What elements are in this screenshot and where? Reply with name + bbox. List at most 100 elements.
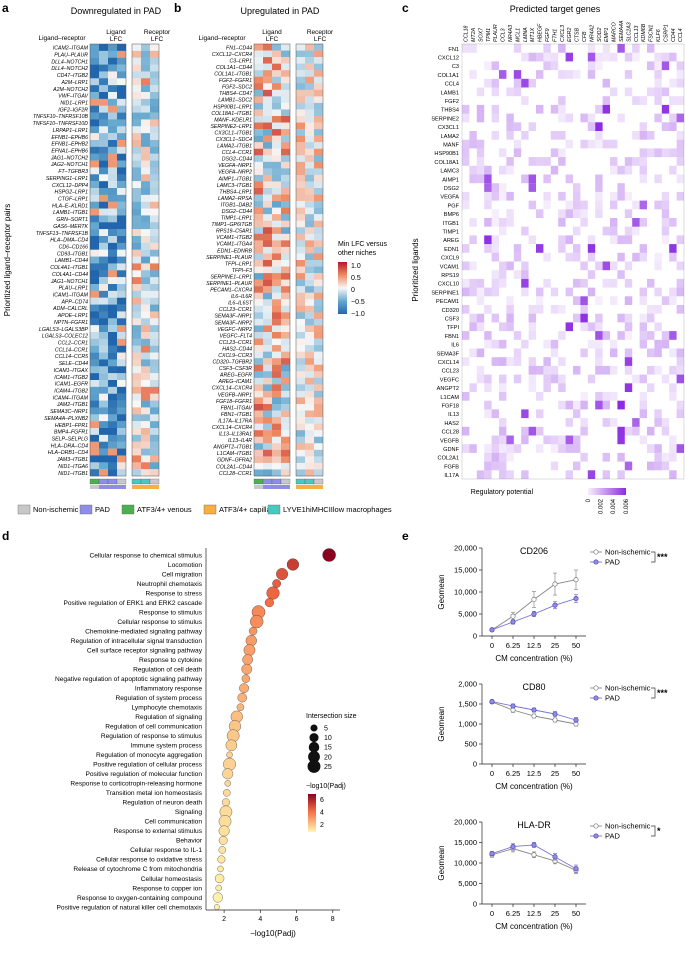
line-chart-ytick-label: 2,000 [458,680,477,689]
receptor-lfc-cell [296,436,305,444]
regulatory-cell [610,226,618,236]
ligand-lfc-cell [99,393,108,401]
term-label: Regulation of system process [116,695,203,702]
regulatory-cell [602,52,610,62]
niche-annotation-ligand [253,478,264,485]
regulatory-cell [602,331,610,340]
regulatory-cell [521,96,529,105]
pair-label: NID1–ITGA6 [58,464,88,470]
ligand-lfc-cell [108,366,117,374]
regulatory-cell [610,348,618,358]
regulatory-cell [565,52,573,62]
regulatory-cell [661,374,670,384]
ligand-lfc-cell [272,273,281,280]
receptor-lfc-cell [314,220,323,228]
pair-label: NID1–LRP1 [60,100,88,106]
ligand-lfc-cell [254,338,263,346]
regulatory-cell [506,470,514,479]
regulatory-cell [676,400,684,410]
regulatory-cell [484,383,492,392]
ligand-label: CCL28 [442,430,459,436]
ligand-lfc-cell [272,57,281,64]
regulatory-cell [654,174,662,184]
pair-label: ICAM1–ITGB2 [54,375,88,381]
ligand-label: CXCL12 [438,55,459,61]
receptor-lfc-cell [305,312,314,320]
ligand-lfc-cell [90,85,99,93]
ligand-lfc-cell [108,284,117,292]
regulatory-cell [647,305,655,314]
ligand-lfc-cell [281,260,290,267]
regulatory-cell [476,174,485,184]
regulatory-cell [654,418,662,427]
regulatory-cell [676,70,684,79]
ligand-lfc-cell [99,366,108,374]
regulatory-cell [462,331,470,340]
pair-label: FBN1–ITGAV [221,405,253,411]
regulatory-cell [632,44,640,53]
ligand-lfc-cell [99,421,108,429]
target-gene-label: LMNA [523,27,529,42]
regulatory-cell [484,78,492,88]
receptor-lfc-cell [150,181,159,189]
ligand-lfc-cell [117,140,126,148]
pair-label: VEGFB–NRP1 [218,392,252,398]
regulatory-cell [543,339,551,349]
receptor-lfc-cell [150,140,159,148]
ligand-lfc-cell [108,92,117,100]
regulatory-cell [587,322,596,332]
regulatory-cell [617,235,625,245]
ligand-lfc-cell [281,89,290,97]
ligand-lfc-cell [99,208,108,216]
line-chart-ylabel: Geomean [437,574,446,609]
ligand-lfc-cell [99,167,108,175]
receptor-lfc-cell [141,441,150,449]
receptor-lfc-cell [132,44,141,52]
term-bubble [248,626,258,636]
ligand-lfc-cell [99,304,108,312]
regulatory-cell [536,305,544,314]
ligand-label: L1CAM [440,395,459,401]
regulatory-cell [528,122,536,131]
receptor-lfc-cell [305,397,314,405]
receptor-lfc-cell [305,430,314,437]
regulatory-cell [469,383,477,392]
receptor-lfc-cell [132,181,141,189]
regulatory-cell [661,235,670,245]
panel-a-pair-header: Ligand–receptor [39,35,87,42]
receptor-lfc-cell [305,44,314,51]
receptor-lfc-cell [132,57,141,65]
size-legend-label: 15 [324,745,332,752]
regulatory-cell [550,165,559,175]
ligand-lfc-cell [272,266,281,274]
regulatory-cell [661,218,670,227]
pair-label: CCL23–CCR1 [219,340,252,346]
ligand-lfc-cell [90,380,99,388]
line-chart-xtick-label: 0 [490,641,494,650]
regulatory-cell [617,113,625,123]
ligand-lfc-cell [117,71,126,79]
receptor-lfc-cell [150,366,159,374]
receptor-lfc-cell [132,290,141,298]
ligand-lfc-cell [272,89,281,97]
receptor-lfc-cell [305,102,314,110]
regulatory-cell [565,174,573,184]
ligand-lfc-cell [254,443,263,451]
pair-label: DSG2–CD44 [222,157,252,163]
panel-d-xtick-label: 8 [331,916,335,923]
receptor-lfc-cell [314,377,323,385]
receptor-lfc-cell [296,96,305,104]
receptor-lfc-cell [296,443,305,451]
ligand-label: CD320 [442,308,459,314]
regulatory-cell [654,87,662,97]
ligand-lfc-cell [90,270,99,278]
niche-annotation-receptor [304,478,315,485]
regulatory-cell [506,218,514,227]
ligand-lfc-cell [108,352,117,360]
ligand-lfc-cell [108,325,117,333]
ligand-lfc-cell [263,148,272,156]
regulatory-cell [469,235,477,245]
ligand-lfc-cell [117,242,126,250]
pair-label: SEMA3F–NRP2 [215,320,253,326]
regulatory-cell [580,400,588,410]
